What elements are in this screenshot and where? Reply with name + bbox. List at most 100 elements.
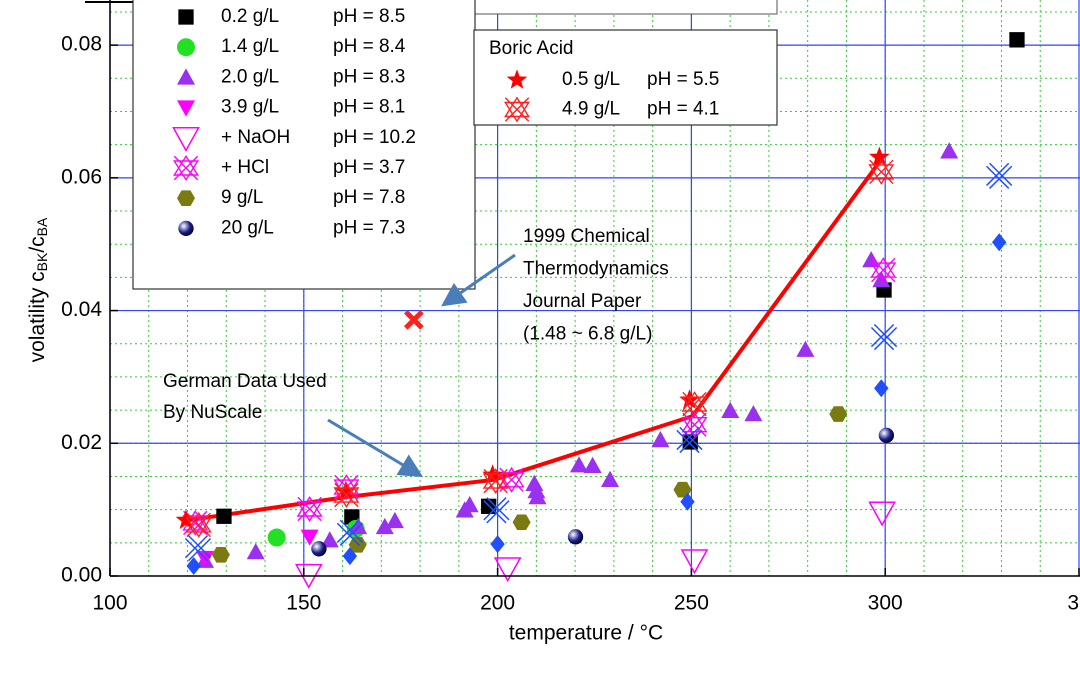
legend-label: 0.2 g/L	[221, 6, 279, 27]
point	[512, 514, 531, 530]
point	[744, 405, 763, 422]
point	[483, 497, 510, 524]
y-tick-label: 0.00	[61, 564, 102, 587]
point	[186, 557, 201, 575]
point	[868, 501, 896, 527]
legend-marker	[173, 154, 199, 182]
point	[375, 517, 394, 535]
legend-ph: pH = 8.1	[333, 97, 405, 118]
point	[583, 456, 602, 473]
point	[311, 541, 327, 557]
legend: 0.2 g/L pH = 8.5 1.4 g/L pH = 8.4 2.0 g/L pH …	[172, 6, 719, 238]
point	[493, 557, 522, 583]
point	[721, 401, 740, 418]
annotation: 1999 Chemical	[523, 226, 650, 247]
annotation: Journal Paper	[523, 291, 642, 312]
legend-label: 2.0 g/L	[221, 66, 279, 87]
legend-ph: pH = 5.5	[647, 69, 719, 90]
y-tick-label: 0.06	[61, 165, 102, 188]
y-label-part: /c	[26, 236, 49, 252]
legend-label: 3.9 g/L	[221, 97, 279, 118]
annotation: Thermodynamics	[523, 259, 669, 280]
x-axis-label: temperature / °C	[509, 622, 663, 645]
point	[528, 488, 547, 505]
legend-label: 9 g/L	[221, 187, 263, 208]
point	[601, 470, 619, 487]
point	[385, 511, 404, 529]
point	[498, 466, 525, 493]
point	[216, 508, 232, 524]
point	[404, 309, 424, 330]
arrow	[327, 418, 424, 478]
point	[349, 517, 368, 535]
cropped-legend	[473, 0, 778, 15]
legend-marker	[504, 96, 530, 123]
legend-ph: pH = 7.8	[333, 187, 405, 208]
point	[490, 535, 505, 554]
y-axis-label: volatility cBK/cBA	[26, 217, 50, 362]
point	[333, 481, 360, 509]
y-label-part: volatility c	[26, 271, 49, 362]
x-tick-label: 150	[286, 592, 321, 615]
legend-marker	[177, 38, 195, 57]
point	[992, 233, 1007, 252]
point	[482, 468, 509, 495]
legend-marker	[506, 69, 528, 89]
point	[651, 431, 670, 448]
legend-label: 20 g/L	[221, 217, 274, 238]
point	[869, 146, 890, 166]
point	[878, 427, 895, 443]
legend-label: + HCl	[221, 157, 269, 178]
legend-marker	[178, 220, 194, 237]
legend-ph: pH = 8.4	[333, 36, 406, 57]
point	[796, 340, 815, 357]
point	[868, 158, 895, 185]
legend-label: 1.4 g/L	[221, 36, 279, 57]
legend-ph: pH = 7.3	[333, 217, 405, 238]
legend-ph: pH = 10.2	[333, 127, 416, 148]
point	[296, 495, 323, 523]
legend-title: Boric Acid	[489, 38, 573, 59]
y-label-part: BK	[34, 252, 50, 271]
point	[185, 511, 212, 538]
arrow	[441, 253, 516, 307]
point	[570, 456, 588, 473]
point	[211, 547, 230, 563]
point	[676, 426, 703, 454]
x-tick-label: 250	[674, 592, 709, 615]
point	[829, 406, 848, 422]
x-tick-label: 300	[868, 592, 903, 615]
legend-marker	[177, 190, 195, 206]
point	[1009, 32, 1025, 48]
point	[267, 528, 286, 547]
y-tick-label: 0.02	[61, 431, 102, 454]
legend-label: 4.9 g/L	[562, 99, 620, 120]
point	[336, 519, 364, 546]
point	[986, 162, 1013, 189]
point	[335, 480, 356, 501]
annotation: German Data Used	[163, 371, 327, 392]
point	[681, 391, 708, 418]
y-tick-label: 0.04	[61, 298, 102, 321]
point	[870, 323, 898, 351]
point	[680, 492, 695, 511]
legend-marker	[172, 126, 200, 152]
point	[300, 529, 319, 546]
legend-label: 0.5 g/L	[562, 69, 620, 90]
point	[460, 496, 479, 513]
point	[175, 509, 197, 529]
point	[870, 257, 897, 284]
legend-ph: pH = 3.7	[333, 157, 405, 178]
legend-marker	[177, 68, 195, 85]
legend-ph: pH = 4.1	[647, 99, 719, 120]
plot-marks	[175, 32, 1025, 589]
annotation: By NuScale	[163, 402, 262, 423]
point	[874, 379, 889, 398]
legend-ph: pH = 8.5	[333, 6, 405, 27]
point	[567, 529, 584, 545]
annotation: (1.48 ~ 6.8 g/L)	[523, 324, 652, 345]
point	[246, 543, 265, 560]
legend-ph: pH = 8.3	[333, 66, 405, 87]
